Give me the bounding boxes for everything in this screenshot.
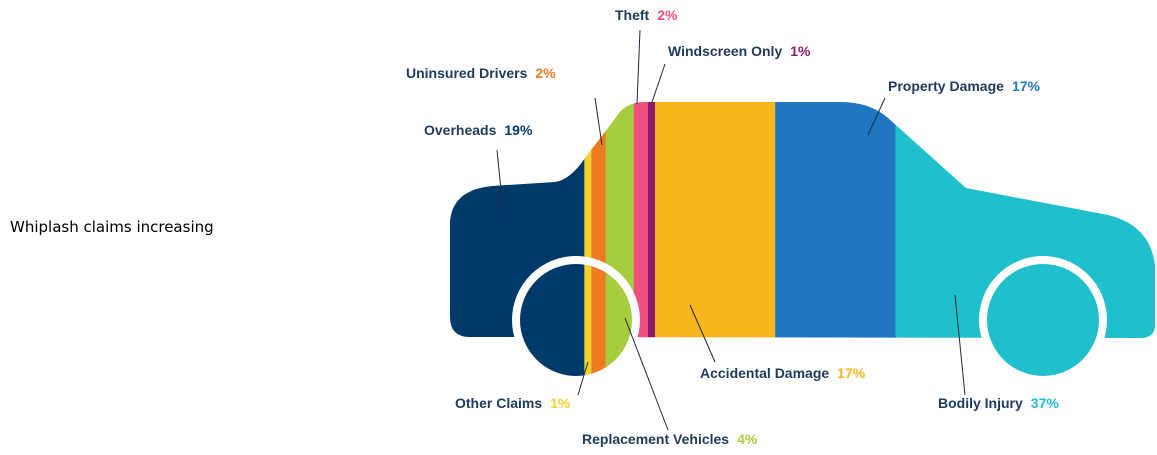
segment-label: Windscreen Only 1%: [668, 43, 811, 59]
side-note: Whiplash claims increasing: [10, 218, 214, 236]
segment-name: Accidental Damage: [700, 365, 829, 381]
leader-line: [595, 98, 602, 145]
strip: [655, 90, 776, 390]
segment-name: Overheads: [424, 122, 497, 138]
segment-value: 1%: [550, 395, 571, 411]
segment-name: Other Claims: [455, 395, 542, 411]
segment-value: 19%: [504, 122, 533, 138]
leader-line: [652, 64, 665, 102]
page: Whiplash claims increasing Overheads19%O…: [0, 0, 1157, 455]
strip: [648, 90, 656, 390]
leader-line: [637, 30, 640, 104]
strip: [775, 90, 896, 390]
segment-label: Uninsured Drivers 2%: [406, 65, 556, 81]
segment-value: 2%: [535, 65, 556, 81]
segment-value: 17%: [837, 365, 866, 381]
segment-name: Replacement Vehicles: [582, 431, 729, 447]
segment-label: Accidental Damage 17%: [700, 365, 866, 381]
strip: [634, 90, 649, 390]
segment-name: Bodily Injury: [938, 395, 1023, 411]
segment-value: 1%: [790, 43, 811, 59]
car-body: [450, 90, 1157, 390]
segment-name: Windscreen Only: [668, 43, 782, 59]
chart: Whiplash claims increasing Overheads19%O…: [0, 0, 1157, 455]
strip: [591, 90, 606, 390]
segment-name: Property Damage: [888, 78, 1004, 94]
segment-value: 17%: [1012, 78, 1041, 94]
segment-value: 4%: [737, 431, 758, 447]
segment-label: Overheads 19%: [424, 122, 533, 138]
segment-name: Uninsured Drivers: [406, 65, 528, 81]
strip: [584, 90, 592, 390]
segment-value: 2%: [657, 7, 678, 23]
segment-name: Theft: [615, 7, 650, 23]
segment-label: Theft 2%: [615, 7, 678, 23]
segment-label: Replacement Vehicles 4%: [582, 431, 758, 447]
segment-value: 37%: [1031, 395, 1060, 411]
segment-label: Other Claims 1%: [455, 395, 571, 411]
segment-label: Bodily Injury 37%: [938, 395, 1059, 411]
strip: [895, 90, 1157, 390]
segment-label: Property Damage 17%: [888, 78, 1041, 94]
